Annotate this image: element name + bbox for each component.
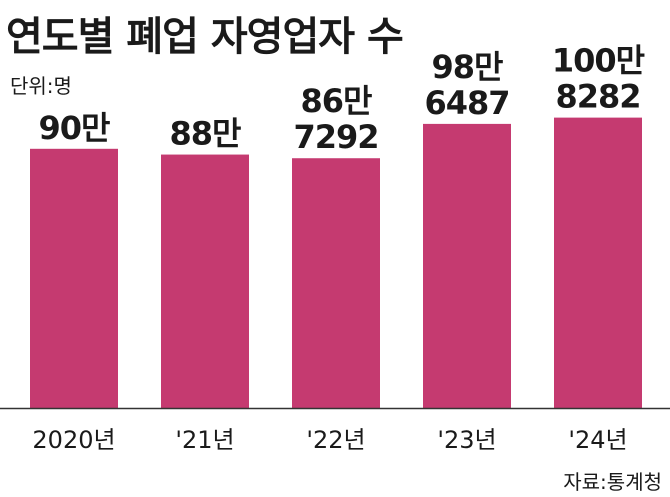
bar-4 (554, 117, 642, 409)
x-tick-label-2: '22년 (306, 426, 365, 454)
bar-2 (292, 158, 380, 408)
source-label: 자료:통계청 (563, 470, 662, 494)
x-tick-label-4: '24년 (568, 426, 627, 454)
data-label-4-1: 8282 (555, 78, 640, 116)
unit-label: 단위:명 (10, 74, 72, 98)
data-label-0-0: 90만 (39, 109, 111, 147)
data-label-3-1: 6487 (424, 84, 509, 122)
data-label-2-0: 86만 (301, 82, 373, 120)
x-tick-label-3: '23년 (437, 426, 496, 454)
data-label-1-0: 88만 (170, 115, 242, 153)
data-label-3-0: 98만 (432, 48, 504, 86)
x-tick-label-1: '21년 (175, 426, 234, 454)
data-label-4-0: 100만 (552, 42, 645, 80)
x-tick-labels: 2020년 '21년 '22년 '23년 '24년 (32, 426, 627, 454)
chart-title: 연도별 폐업 자영업자 수 (6, 14, 404, 60)
x-tick-label-0: 2020년 (32, 426, 115, 454)
bar-3 (423, 123, 511, 408)
bar-1 (161, 154, 249, 408)
bar-0 (30, 148, 118, 409)
data-label-2-1: 7292 (293, 118, 378, 156)
